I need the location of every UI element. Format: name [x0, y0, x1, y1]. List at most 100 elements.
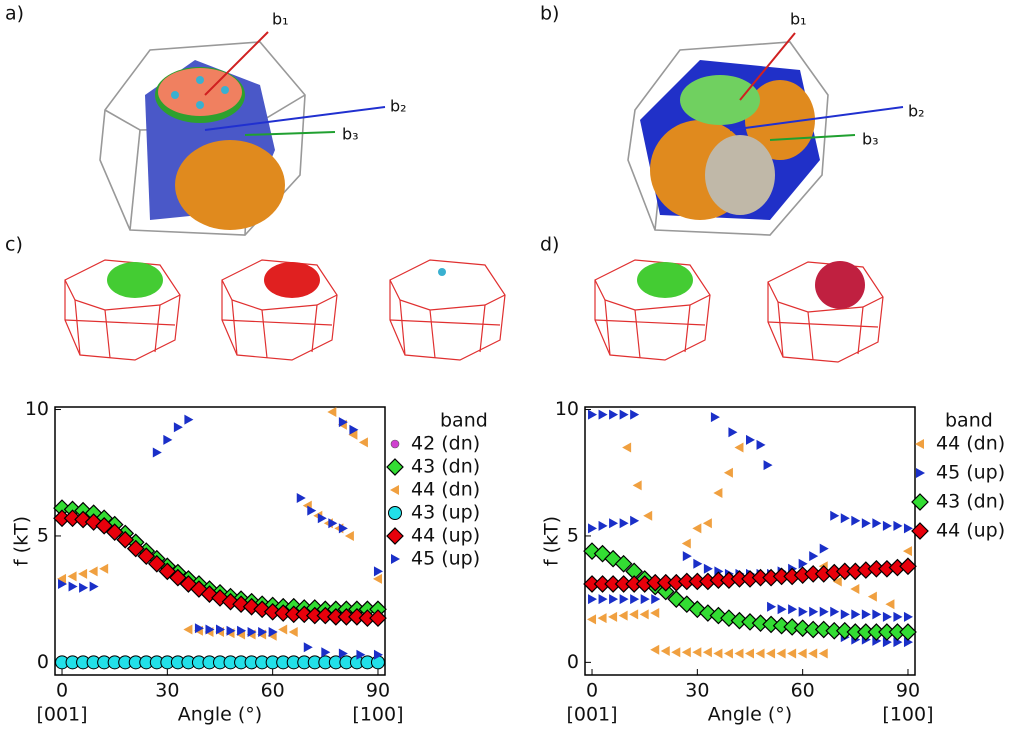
vector-label: b₃	[862, 130, 879, 149]
marker-triangle	[68, 571, 77, 581]
legend-label: 45 (up)	[936, 462, 1005, 484]
legend-label: 44 (dn)	[936, 433, 1005, 455]
legend-title: band	[945, 410, 993, 432]
marker-triangle	[903, 546, 912, 556]
marker-triangle	[692, 647, 701, 657]
marker-triangle	[682, 539, 691, 549]
marker-triangle	[588, 523, 597, 533]
marker-triangle	[69, 582, 78, 592]
y-tick-label: 10	[555, 398, 579, 420]
vector-label: b₂	[390, 97, 407, 116]
legend-label: 45 (up)	[411, 548, 480, 570]
marker-dot	[391, 440, 399, 448]
x-tick-label: 90	[896, 680, 920, 702]
marker-diamond	[900, 558, 916, 574]
marker-triangle	[711, 412, 720, 422]
marker-circle	[389, 507, 402, 520]
x-tick-label: 30	[685, 680, 709, 702]
legend-label: 44 (up)	[936, 520, 1005, 542]
panel-label: c)	[5, 234, 23, 256]
marker-triangle	[630, 594, 639, 604]
marker-triangle	[620, 410, 629, 420]
y-axis-label: f (kT)	[541, 516, 563, 566]
panel-label: a)	[5, 3, 24, 25]
marker-triangle	[872, 518, 881, 528]
marker-triangle	[339, 523, 348, 533]
marker-triangle	[809, 551, 818, 561]
marker-triangle	[174, 422, 183, 432]
legend-title: band	[440, 410, 488, 432]
marker-triangle	[904, 612, 913, 622]
marker-triangle	[862, 518, 871, 528]
marker-triangle	[713, 488, 722, 498]
legend-label: 44 (dn)	[411, 479, 480, 501]
marker-triangle	[640, 609, 649, 619]
marker-triangle	[682, 647, 691, 657]
marker-triangle	[587, 614, 596, 624]
marker-triangle	[588, 594, 597, 604]
marker-triangle	[359, 437, 368, 447]
x-tick-label: 60	[261, 680, 285, 702]
marker-triangle	[841, 609, 850, 619]
marker-triangle	[916, 468, 925, 478]
marker-triangle	[318, 513, 327, 523]
x-tick-label: 60	[791, 680, 815, 702]
marker-triangle	[609, 518, 618, 528]
marker-triangle	[777, 649, 786, 659]
marker-triangle	[692, 523, 701, 533]
marker-triangle	[788, 604, 797, 614]
marker-triangle	[745, 649, 754, 659]
marker-triangle	[89, 566, 98, 576]
marker-triangle	[304, 642, 313, 652]
marker-triangle	[278, 624, 287, 634]
marker-triangle	[622, 442, 631, 452]
marker-triangle	[633, 480, 642, 490]
x-end-label: [100]	[882, 704, 933, 726]
marker-triangle	[787, 649, 796, 659]
marker-triangle	[78, 569, 87, 579]
vector-label: b₃	[342, 125, 359, 144]
marker-triangle	[713, 649, 722, 659]
panel-label: b)	[540, 3, 559, 25]
marker-triangle	[872, 609, 881, 619]
marker-triangle	[90, 582, 99, 592]
marker-triangle	[766, 649, 775, 659]
marker-triangle	[904, 523, 913, 533]
marker-triangle	[893, 521, 902, 531]
vector-label: b₂	[908, 102, 925, 121]
legend-label: 43 (up)	[411, 502, 480, 524]
marker-triangle	[728, 427, 737, 437]
y-axis-label: f (kT)	[11, 516, 33, 566]
marker-triangle	[703, 647, 712, 657]
marker-diamond	[900, 624, 916, 640]
marker-triangle	[798, 649, 807, 659]
marker-circle	[371, 656, 384, 669]
marker-triangle	[868, 592, 877, 602]
marker-triangle	[588, 410, 597, 420]
marker-triangle	[609, 410, 618, 420]
marker-triangle	[820, 544, 829, 554]
marker-triangle	[598, 613, 607, 623]
marker-triangle	[390, 485, 399, 495]
marker-triangle	[915, 439, 924, 449]
marker-triangle	[808, 649, 817, 659]
marker-triangle	[671, 647, 680, 657]
x-end-label: [100]	[352, 704, 403, 726]
marker-triangle	[184, 415, 193, 425]
marker-triangle	[297, 493, 306, 503]
marker-triangle	[650, 608, 659, 618]
legend-label: 44 (up)	[411, 525, 480, 547]
marker-triangle	[153, 448, 162, 458]
marker-triangle	[661, 646, 670, 656]
marker-triangle	[883, 612, 892, 622]
marker-triangle	[328, 518, 337, 528]
marker-triangle	[746, 435, 755, 445]
marker-triangle	[599, 410, 608, 420]
plot-frame	[55, 407, 385, 675]
marker-diamond	[387, 459, 403, 475]
marker-triangle	[809, 607, 818, 617]
marker-triangle	[893, 612, 902, 622]
marker-triangle	[734, 442, 743, 452]
marker-triangle	[841, 513, 850, 523]
marker-triangle	[641, 594, 650, 604]
